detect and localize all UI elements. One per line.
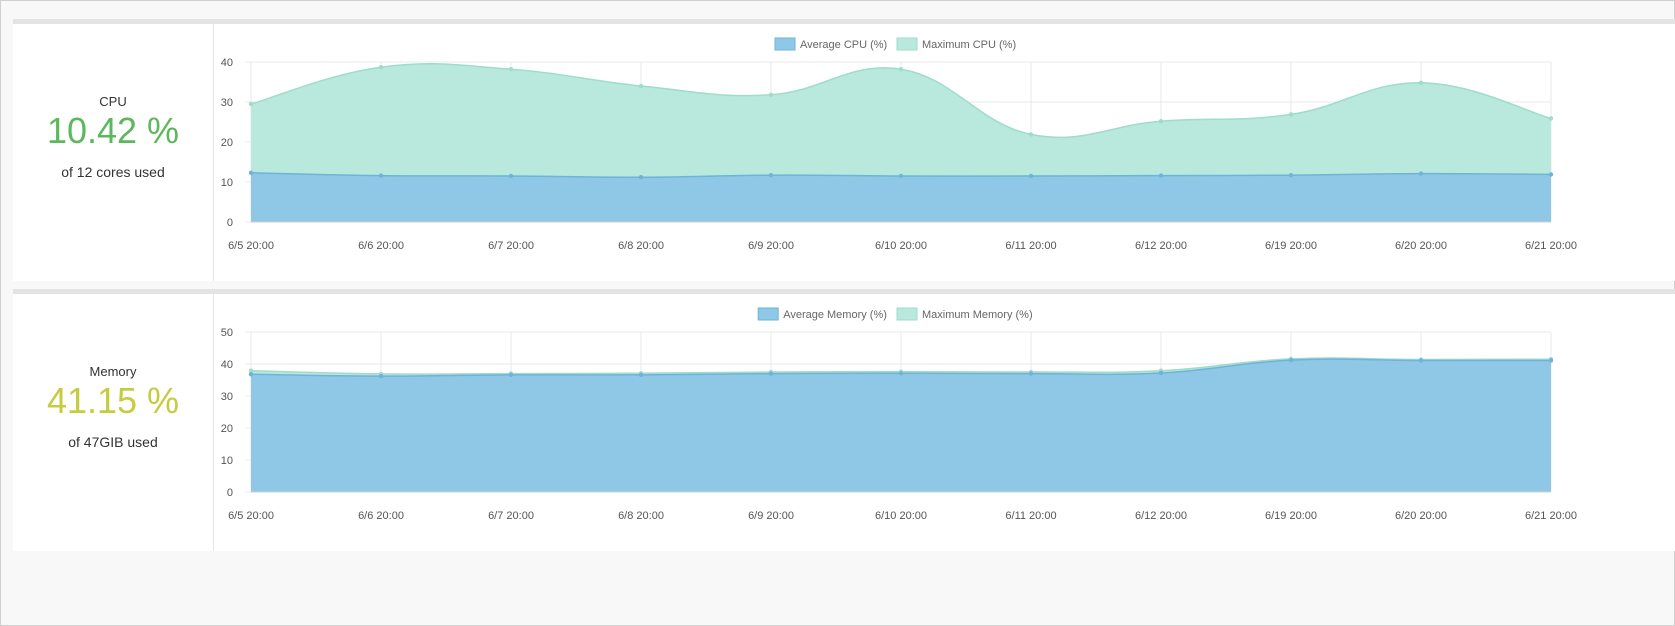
cpu-y-tick-label: 20 bbox=[221, 137, 233, 149]
memory-average-point bbox=[1548, 358, 1554, 363]
cpu-maximum-point bbox=[378, 65, 384, 70]
cpu-y-tick-label: 10 bbox=[221, 177, 233, 189]
cpu-maximum-point bbox=[1418, 80, 1424, 85]
memory-x-tick-label: 6/19 20:00 bbox=[1265, 510, 1317, 522]
cpu-average-point bbox=[508, 173, 514, 179]
memory-usage-value: 41.15 % bbox=[46, 380, 180, 421]
memory-x-tick-label: 6/7 20:00 bbox=[488, 510, 534, 522]
cpu-y-tick-label: 40 bbox=[221, 57, 233, 69]
memory-average-point bbox=[1418, 358, 1424, 363]
cpu-average-point bbox=[1028, 173, 1034, 179]
cpu-chart: 0 10 20 30 40 6/5 20:00 6/6 20:00 6/7 20:00 6/8 … bbox=[221, 37, 1577, 252]
memory-x-tick-label: 6/6 20:00 bbox=[358, 510, 404, 522]
cpu-maximum-point bbox=[248, 101, 254, 107]
cpu-maximum-point bbox=[898, 67, 904, 72]
memory-x-tick-label: 6/12 20:00 bbox=[1135, 510, 1187, 522]
cpu-legend-label: Maximum CPU (%) bbox=[922, 39, 1016, 51]
memory-y-tick-label: 20 bbox=[221, 423, 233, 435]
memory-average-point bbox=[248, 372, 254, 377]
memory-maximum-point bbox=[248, 368, 254, 373]
cpu-legend-swatch bbox=[896, 37, 918, 51]
memory-legend-swatch bbox=[896, 307, 918, 321]
cpu-x-tick-label: 6/19 20:00 bbox=[1265, 240, 1317, 252]
cpu-average-point bbox=[1288, 173, 1294, 178]
cpu-y-tick-label: 0 bbox=[227, 217, 233, 229]
cpu-x-tick-label: 6/7 20:00 bbox=[488, 240, 534, 252]
memory-x-tick-label: 6/11 20:00 bbox=[1005, 510, 1056, 522]
memory-x-tick-label: 6/21 20:00 bbox=[1525, 510, 1577, 522]
cpu-maximum-point bbox=[638, 83, 644, 89]
memory-panel: Memory 41.15 % of 47GIB used 0 10 20 30 40 50… bbox=[13, 289, 1675, 551]
cpu-maximum-point bbox=[1158, 119, 1164, 124]
cpu-x-tick-label: 6/9 20:00 bbox=[748, 240, 794, 252]
memory-average-point bbox=[898, 371, 904, 376]
cpu-average-point bbox=[378, 173, 384, 178]
memory-y-tick-label: 50 bbox=[221, 327, 233, 339]
cpu-x-tick-label: 6/5 20:00 bbox=[228, 240, 274, 252]
cpu-average-point bbox=[898, 173, 904, 179]
cpu-x-tick-label: 6/20 20:00 bbox=[1395, 240, 1447, 252]
cpu-cores-text: of 12 cores used bbox=[61, 164, 165, 180]
memory-x-tick-label: 6/5 20:00 bbox=[228, 510, 274, 522]
memory-y-tick-label: 30 bbox=[221, 391, 233, 403]
memory-y-tick-label: 0 bbox=[227, 487, 233, 499]
cpu-x-tick-label: 6/21 20:00 bbox=[1525, 240, 1577, 252]
memory-chart: 0 10 20 30 40 50 6/5 20:00 6/6 20:00 6/7 20:00 6/… bbox=[221, 307, 1577, 522]
cpu-average-point bbox=[1548, 172, 1554, 177]
cpu-x-tick-label: 6/11 20:00 bbox=[1005, 240, 1056, 252]
cpu-y-tick-label: 30 bbox=[221, 97, 233, 109]
memory-x-tick-label: 6/8 20:00 bbox=[618, 510, 664, 522]
memory-average-point bbox=[638, 372, 644, 378]
cpu-maximum-point bbox=[1548, 116, 1554, 121]
cpu-panel: CPU 10.42 % of 12 cores used 0 10 20 30 40 6/… bbox=[13, 19, 1675, 281]
cpu-maximum-point bbox=[768, 92, 774, 98]
memory-y-tick-label: 40 bbox=[221, 359, 233, 371]
memory-average-point bbox=[1288, 357, 1294, 363]
memory-average-point bbox=[1028, 371, 1034, 376]
memory-stat: Memory 41.15 % of 47GIB used bbox=[13, 294, 214, 551]
memory-x-tick-label: 6/9 20:00 bbox=[748, 510, 794, 522]
memory-x-tick-label: 6/10 20:00 bbox=[875, 510, 927, 522]
cpu-average-area bbox=[251, 172, 1551, 222]
memory-x-tick-label: 6/20 20:00 bbox=[1395, 510, 1447, 522]
memory-total-text: of 47GIB used bbox=[68, 434, 158, 450]
memory-legend-label: Maximum Memory (%) bbox=[922, 309, 1033, 321]
cpu-maximum-point bbox=[1288, 112, 1294, 117]
cpu-stat: CPU 10.42 % of 12 cores used bbox=[13, 24, 214, 281]
cpu-x-tick-label: 6/8 20:00 bbox=[618, 240, 664, 252]
memory-y-tick-label: 10 bbox=[221, 455, 233, 467]
cpu-x-tick-label: 6/6 20:00 bbox=[358, 240, 404, 252]
cpu-average-point bbox=[768, 173, 774, 178]
cpu-maximum-point bbox=[508, 67, 514, 72]
memory-average-point bbox=[1158, 370, 1164, 376]
memory-average-point bbox=[768, 371, 774, 376]
memory-average-point bbox=[508, 372, 514, 378]
memory-legend-swatch bbox=[757, 307, 779, 321]
cpu-average-point bbox=[638, 175, 644, 180]
memory-average-point bbox=[378, 373, 384, 379]
cpu-average-point bbox=[248, 170, 254, 175]
cpu-usage-value: 10.42 % bbox=[46, 110, 180, 151]
cpu-x-tick-label: 6/10 20:00 bbox=[875, 240, 927, 252]
cpu-legend-label: Average CPU (%) bbox=[800, 39, 887, 51]
memory-average-area bbox=[251, 359, 1551, 492]
cpu-legend-swatch bbox=[774, 37, 796, 51]
memory-label: Memory bbox=[89, 364, 137, 379]
cpu-average-point bbox=[1158, 173, 1164, 178]
cpu-label: CPU bbox=[99, 94, 127, 109]
cpu-x-tick-label: 6/12 20:00 bbox=[1135, 240, 1187, 252]
cpu-average-point bbox=[1418, 171, 1424, 176]
cpu-maximum-point bbox=[1028, 132, 1034, 137]
memory-legend-label: Average Memory (%) bbox=[783, 309, 887, 321]
